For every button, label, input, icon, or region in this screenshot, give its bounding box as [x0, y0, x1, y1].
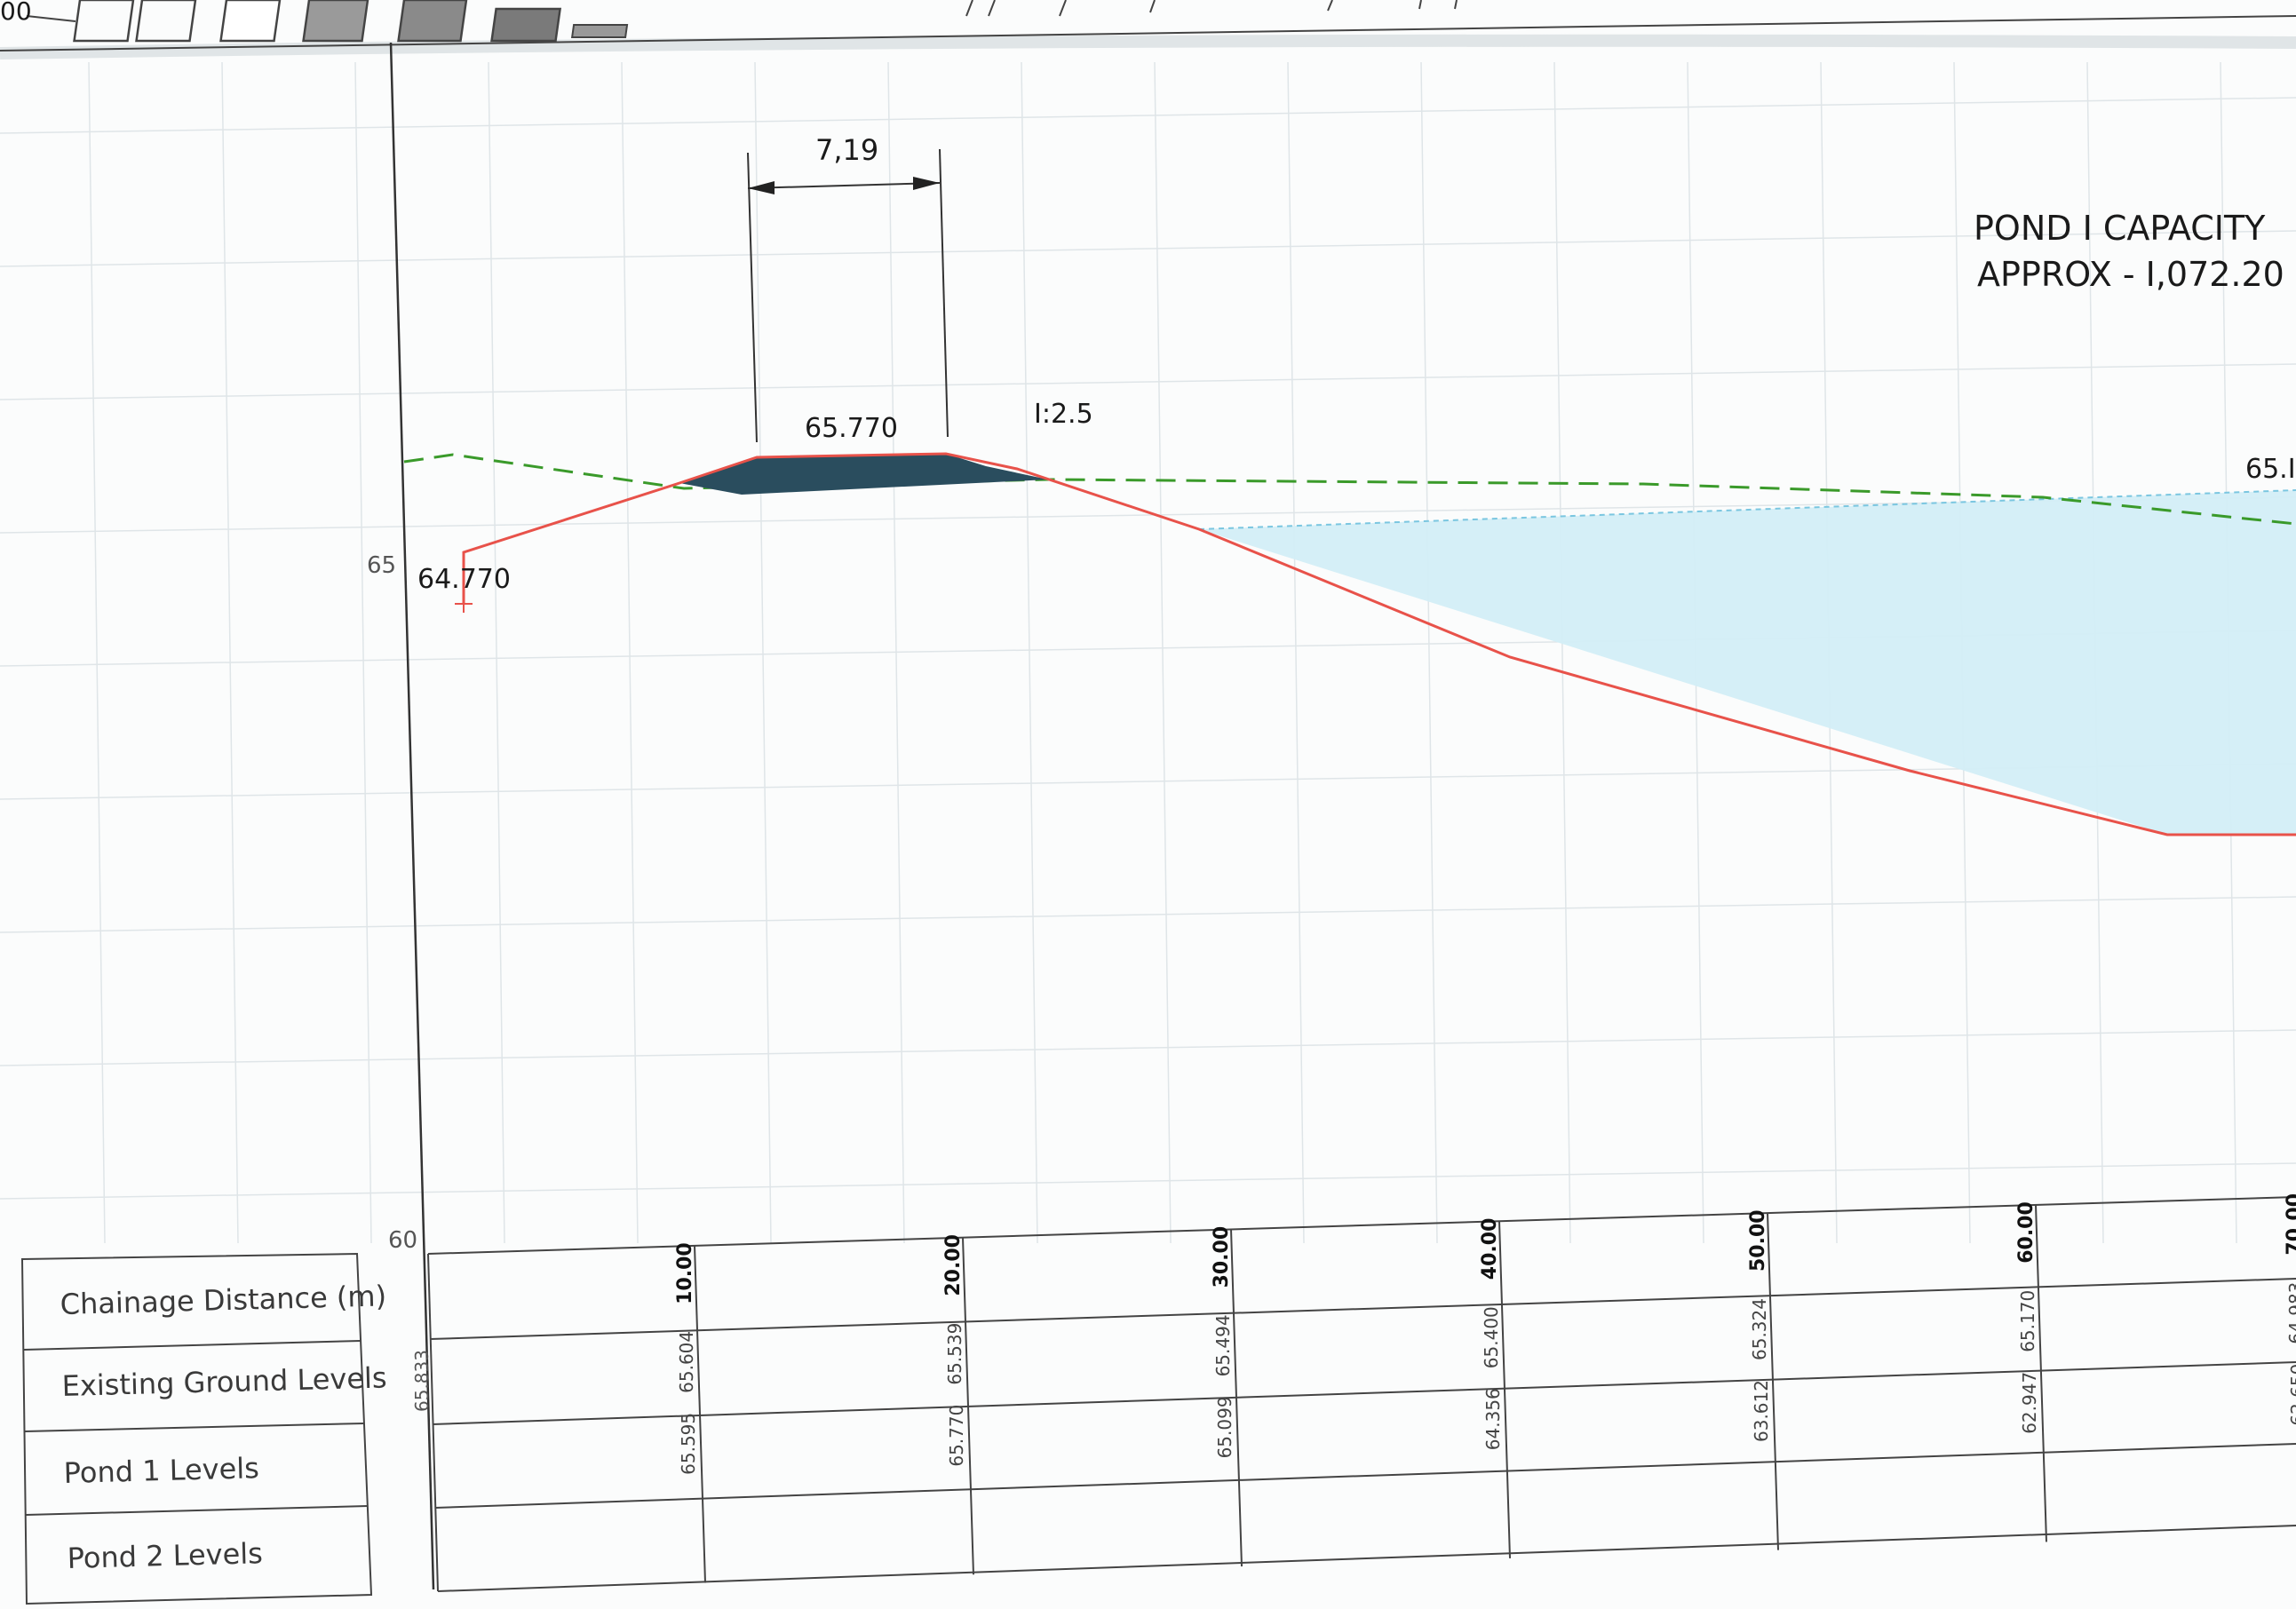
top-legend-strip: 00: [0, 0, 2296, 59]
table-column-line: [962, 1237, 974, 1575]
row-label-chainage: Chainage Distance (m): [60, 1279, 386, 1321]
crest-width-label: 7,19: [815, 133, 878, 167]
ground-level-value: 65.324: [1749, 1298, 1770, 1360]
pond1-level-value: 64.356: [1482, 1388, 1504, 1450]
slope-ratio-label: I:2.5: [1034, 399, 1093, 430]
data-table: [20, 1196, 2296, 1605]
row-label-ground: Existing Ground Levels: [61, 1360, 387, 1403]
ground-level-value: 65.494: [1212, 1314, 1234, 1376]
pond-profile-line: [462, 452, 2296, 836]
vertical-axis: [389, 42, 435, 1590]
crest-level-label: 65.770: [805, 413, 898, 444]
axis-tick-60: 60: [388, 1227, 417, 1254]
pond1-level-value: 62.650: [2287, 1364, 2296, 1426]
ground-level-value: 65.170: [2017, 1290, 2038, 1352]
row-label-pond1: Pond 1 Levels: [63, 1451, 259, 1490]
pond-capacity-value: APPROX - I,072.20: [1977, 255, 2284, 294]
chainage-value: 70.00: [2284, 1193, 2296, 1256]
chainage-value: 40.00: [1479, 1218, 1501, 1280]
pond1-level-value: 65.595: [678, 1413, 699, 1475]
ground-level-value: 65.539: [944, 1323, 965, 1385]
pond-water-fill: [1199, 490, 2296, 835]
pond1-level-value: 63.612: [1751, 1380, 1772, 1442]
start-ground-value: 65.833: [411, 1350, 433, 1412]
chainage-value: 30.00: [1211, 1226, 1233, 1288]
embankment-fill: [679, 454, 1048, 495]
ground-level-value: 65.604: [676, 1331, 697, 1393]
table-column-line: [1498, 1221, 1511, 1558]
ground-level-value: 65.400: [1481, 1306, 1502, 1368]
chainage-value: 10.00: [674, 1242, 696, 1304]
table-column-line: [1230, 1229, 1243, 1567]
table-column-line: [694, 1245, 706, 1583]
right-level-label: 65.I: [2245, 454, 2296, 485]
chainage-value: 50.00: [1747, 1209, 1769, 1272]
chainage-value: 20.00: [942, 1234, 965, 1296]
axis-tick-65: 65: [367, 552, 396, 579]
pond-capacity-title: POND I CAPACITY: [1974, 209, 2266, 248]
row-label-pond2: Pond 2 Levels: [67, 1536, 263, 1575]
pond1-level-value: 65.770: [946, 1405, 967, 1467]
left-level-label: 64.770: [417, 564, 511, 595]
pond1-level-value: 65.099: [1214, 1396, 1235, 1458]
chainage-value: 60.00: [2015, 1201, 2038, 1264]
pond1-level-value: 62.947: [2019, 1372, 2040, 1434]
ground-level-value: 64.983: [2285, 1282, 2296, 1344]
table-column-line: [2035, 1204, 2047, 1542]
crest-width-dimension: [747, 148, 949, 443]
water-surface-line: [1198, 489, 2296, 530]
scale-fragment: 00: [0, 0, 32, 26]
table-column-line: [1767, 1212, 1779, 1550]
